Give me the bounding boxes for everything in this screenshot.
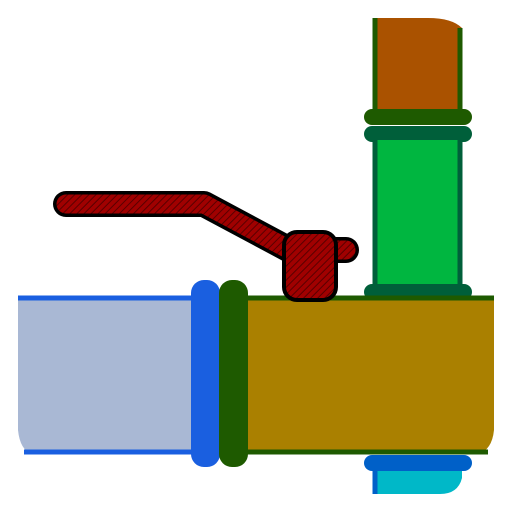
upper-pipe-flange-bottom xyxy=(364,126,472,142)
lower-pipe-flange xyxy=(364,455,472,471)
left-pipe xyxy=(18,280,220,467)
valve-body-fill xyxy=(234,298,494,454)
valve-body xyxy=(219,280,494,467)
upper-pipe xyxy=(364,18,472,300)
lower-pipe xyxy=(364,455,472,494)
valve-handle xyxy=(53,191,359,302)
upper-pipe-flange-top xyxy=(364,109,472,125)
valve-body-flange xyxy=(219,280,248,467)
upper-pipe-top-section xyxy=(373,18,462,112)
valve-handle-hub xyxy=(282,230,338,302)
upper-pipe-bottom-section xyxy=(373,140,462,290)
left-pipe-flange xyxy=(191,280,220,467)
left-pipe-body xyxy=(18,298,200,454)
